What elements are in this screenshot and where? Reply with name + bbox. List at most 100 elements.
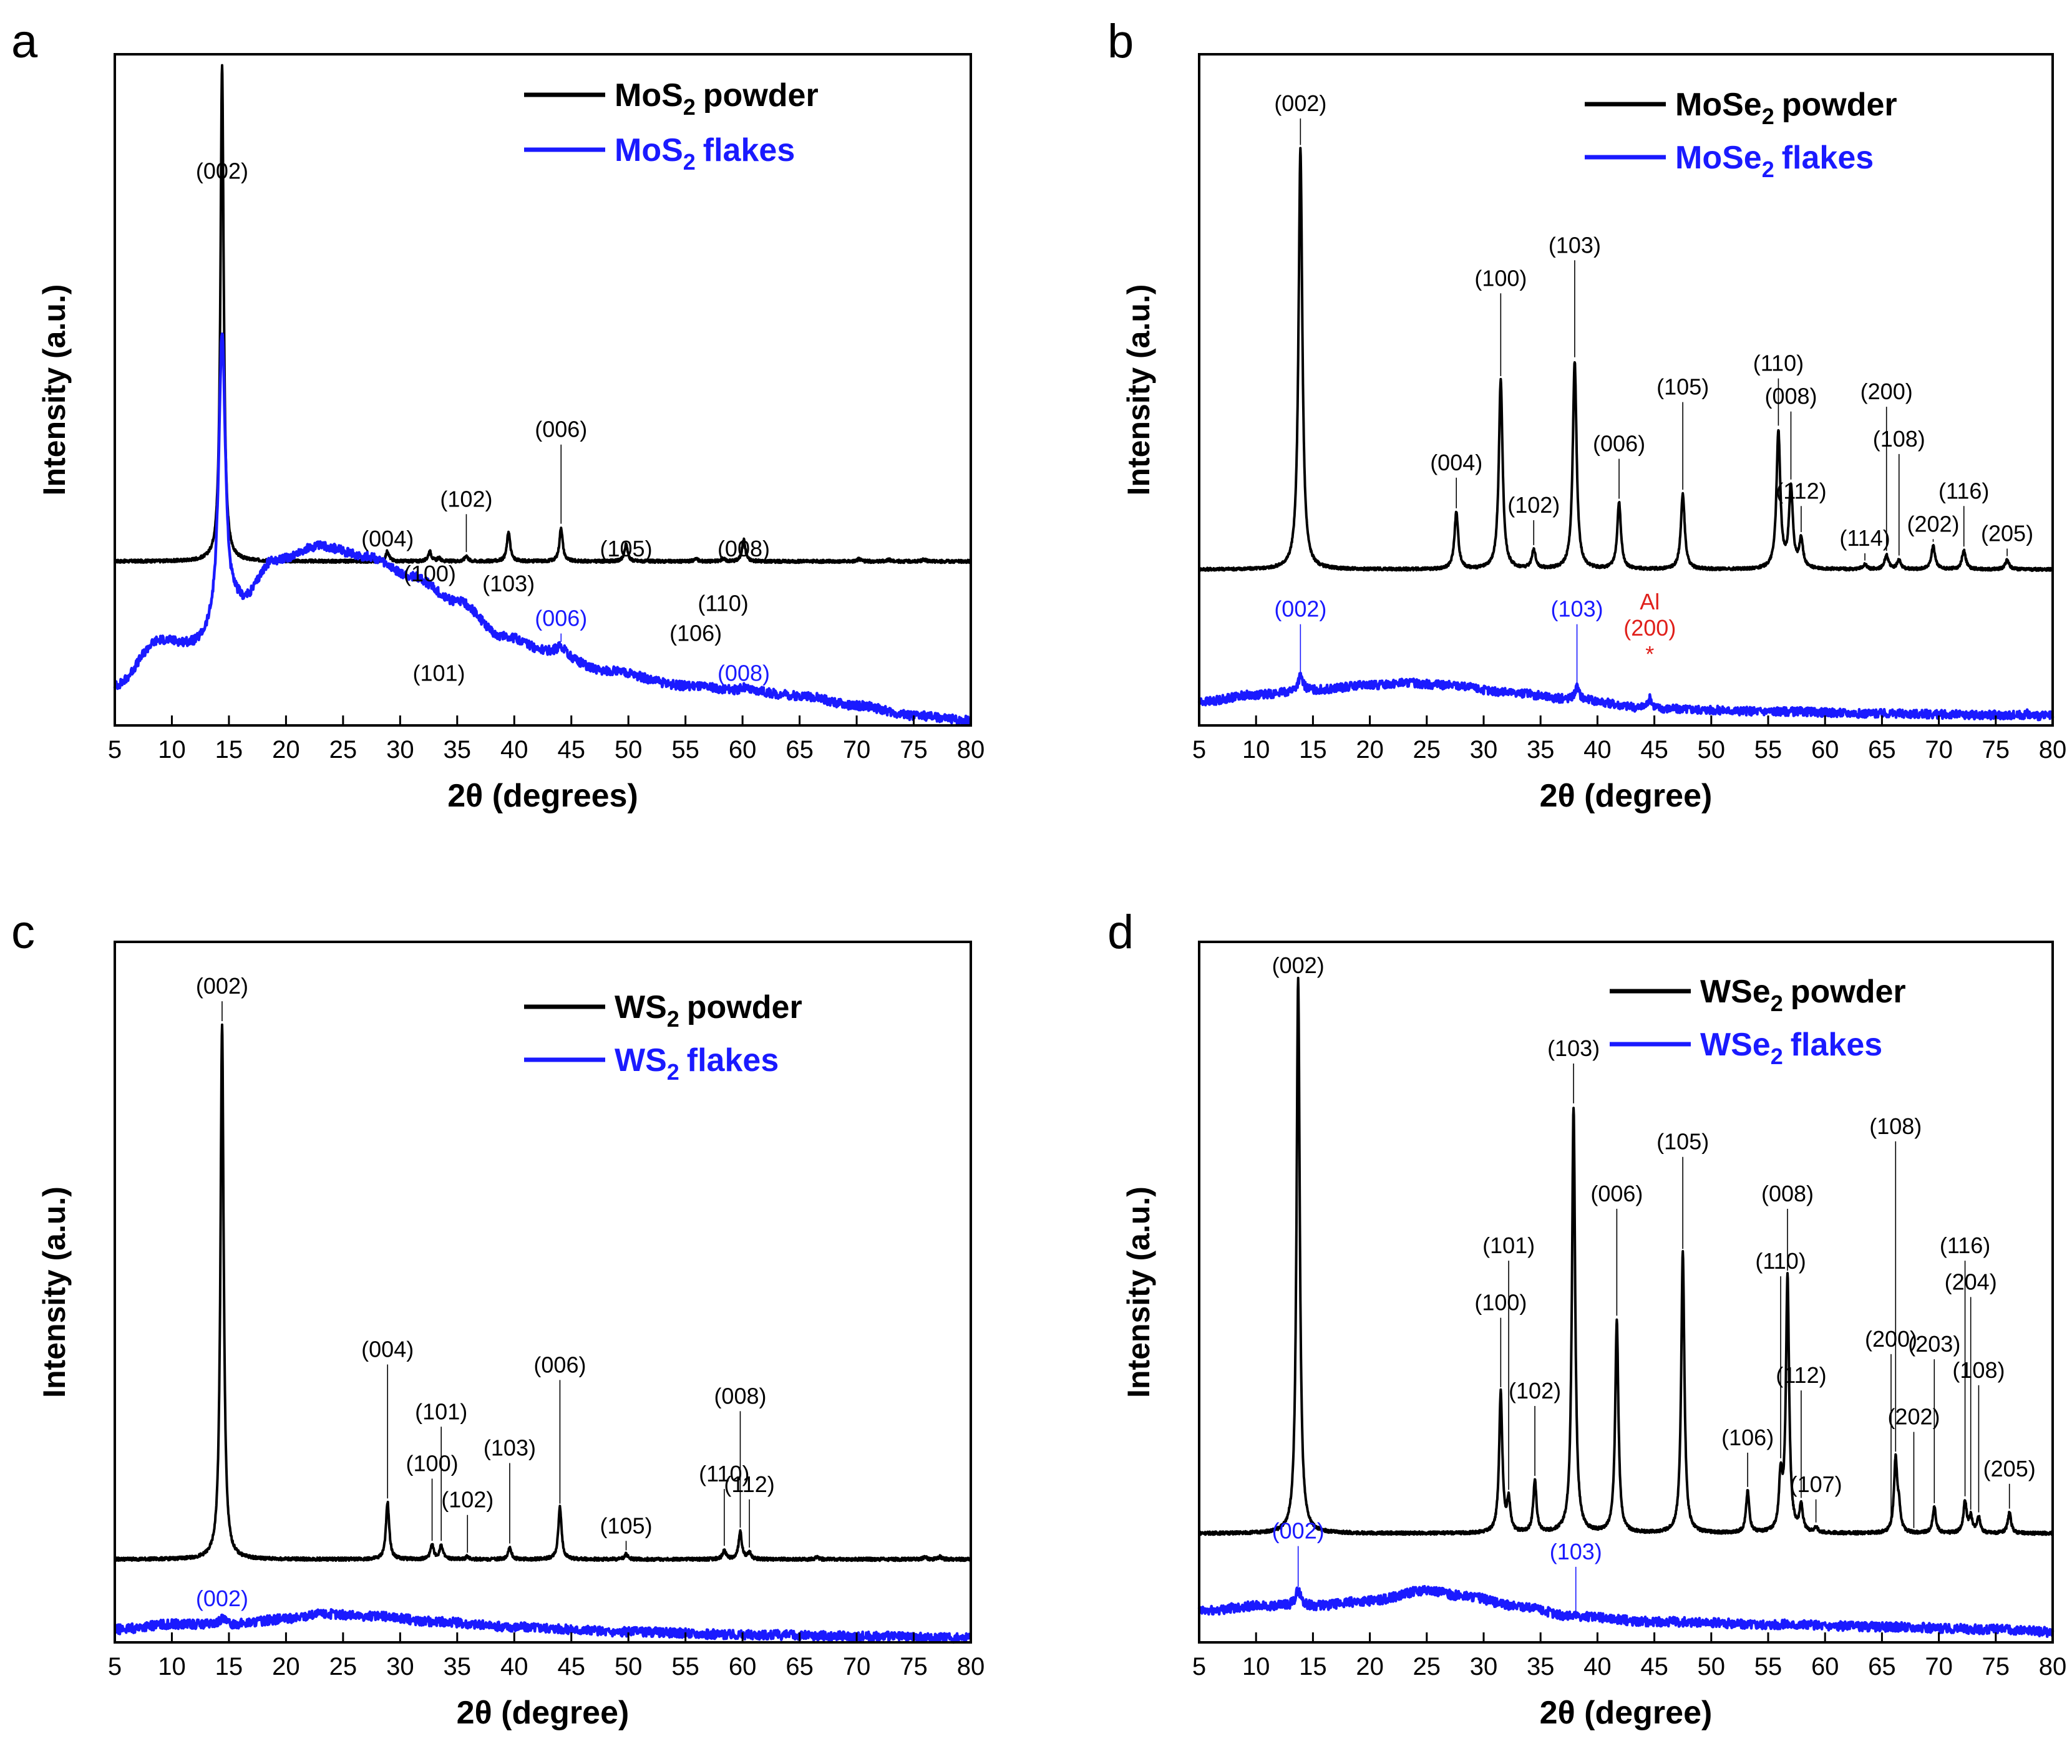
peak-label: (002) [196, 973, 248, 999]
x-axis-label: 2θ (degree) [457, 1695, 630, 1731]
x-tick-label: 15 [1299, 1653, 1327, 1680]
peak-label: (107) [1790, 1471, 1842, 1497]
legend-formula: MoSe [1675, 140, 1762, 176]
x-tick-label: 40 [500, 1653, 528, 1680]
peak-label: (114) [1839, 525, 1890, 551]
legend-subscript: 2 [1762, 157, 1774, 182]
peak-label: (106) [1721, 1425, 1774, 1450]
x-tick-label: 5 [1192, 736, 1206, 763]
y-axis-label: Intensity (a.u.) [1121, 284, 1156, 496]
plot-frame [114, 53, 972, 727]
peak-label: (101) [415, 1398, 467, 1424]
x-tick-label: 15 [215, 736, 243, 763]
x-tick-label: 10 [158, 736, 186, 763]
peak-label: (200) [1860, 379, 1913, 404]
x-tick-label: 25 [1413, 736, 1441, 763]
x-tick-label: 20 [1356, 736, 1384, 763]
peak-label: (002) [1274, 596, 1326, 622]
x-tick-label: 70 [843, 1653, 871, 1680]
x-tick-label: 30 [1470, 1653, 1498, 1680]
x-tick-label: 25 [1413, 1653, 1441, 1680]
legend-word: flakes [703, 132, 795, 168]
al-note-text: (200) [1623, 615, 1676, 641]
peak-label: (105) [600, 1513, 653, 1538]
legend-entry-flakes: MoS2 flakes [615, 132, 795, 175]
peak-label: (008) [1761, 1181, 1814, 1206]
series-flakes-line [1197, 1584, 2055, 1638]
peak-label: (103) [1547, 1035, 1600, 1061]
series-flakes-line [1197, 671, 2055, 722]
legend-subscript: 2 [1771, 991, 1783, 1016]
x-tick-label: 75 [900, 736, 928, 763]
peak-label: (205) [1981, 520, 2033, 546]
peak-label: (102) [440, 486, 492, 511]
x-tick-label: 40 [1583, 736, 1612, 763]
x-tick-label: 10 [1242, 1653, 1270, 1680]
peak-label: (202) [1907, 511, 1959, 536]
peak-label: (004) [1430, 450, 1482, 475]
x-tick-label: 10 [158, 1653, 186, 1680]
panel-a: a(002)(004)(100)(101)(102)(103)(006)(105… [11, 15, 985, 814]
x-tick-label: 75 [900, 1653, 928, 1680]
panel-c: c (002) (004) (100) (101) (102) (103) (006) (105… [11, 906, 985, 1731]
x-tick-label: 40 [1583, 1653, 1612, 1680]
peak-label: (112) [1776, 1362, 1826, 1388]
peak-label: (116) [1938, 478, 1989, 503]
peak-label: (105) [1656, 1129, 1709, 1155]
x-tick-label: 55 [671, 1653, 699, 1680]
peak-label: (110) [1755, 1248, 1806, 1274]
peak-label: (002) [196, 1586, 248, 1611]
x-tick-label: 30 [1470, 736, 1498, 763]
peak-label: (100) [1474, 265, 1527, 291]
x-tick-label: 5 [1192, 1653, 1206, 1680]
x-axis-label: 2θ (degree) [1540, 1695, 1713, 1731]
y-axis-label: Intensity (a.u.) [37, 1186, 72, 1398]
panel-letter: b [1107, 15, 1134, 68]
x-tick-label: 10 [1242, 736, 1270, 763]
x-tick-label: 35 [444, 1653, 472, 1680]
legend-subscript: 2 [667, 1059, 679, 1085]
peak-label: (006) [535, 606, 587, 631]
x-tick-label: 65 [1868, 1653, 1896, 1680]
x-tick-label: 80 [2039, 1653, 2067, 1680]
legend-subscript: 2 [1762, 104, 1774, 129]
peak-label: (105) [1656, 374, 1709, 400]
peak-label: (205) [1983, 1456, 2036, 1481]
x-tick-label: 30 [386, 1653, 414, 1680]
x-tick-label: 70 [843, 736, 871, 763]
x-tick-label: 25 [329, 736, 357, 763]
x-tick-label: 50 [1698, 736, 1726, 763]
x-tick-label: 45 [1640, 736, 1668, 763]
peak-label: (204) [1945, 1269, 1997, 1294]
x-tick-label: 80 [2039, 736, 2067, 763]
x-tick-label: 20 [272, 736, 300, 763]
peak-label: (108) [1952, 1357, 2005, 1383]
legend-word: powder [1791, 974, 1906, 1010]
peak-label: (101) [1482, 1233, 1535, 1258]
legend-word: flakes [1791, 1027, 1882, 1063]
series-powder-line [114, 1023, 972, 1563]
legend-formula: WS [615, 989, 667, 1025]
panel-letter: d [1107, 906, 1134, 959]
peak-label: (108) [1869, 1113, 1922, 1139]
peak-label: (200) [1865, 1326, 1917, 1352]
peak-label: (105) [600, 536, 653, 561]
x-tick-label: 40 [500, 736, 528, 763]
series-flakes-line [114, 1608, 972, 1644]
peak-label: (004) [361, 526, 414, 551]
legend-formula: MoS [615, 132, 683, 168]
legend-subscript: 2 [667, 1006, 679, 1032]
peak-label: (100) [404, 561, 456, 586]
peak-label: (110) [699, 1461, 749, 1486]
peak-label: (108) [1873, 426, 1925, 452]
panel-letter: c [11, 906, 35, 959]
panel-letter: a [11, 15, 38, 68]
x-tick-label: 60 [1811, 1653, 1839, 1680]
peak-label: (002) [1272, 1518, 1325, 1544]
x-tick-label: 35 [1527, 1653, 1555, 1680]
x-tick-label: 65 [786, 1653, 814, 1680]
x-tick-label: 20 [1356, 1653, 1384, 1680]
series-powder-line [114, 64, 972, 565]
legend-entry-powder: MoSe2 powder [1675, 87, 1897, 129]
